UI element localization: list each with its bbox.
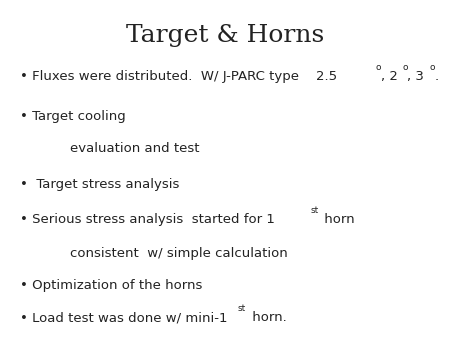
Text: .: . — [434, 70, 438, 82]
Text: st: st — [310, 206, 319, 215]
Text: horn: horn — [320, 213, 355, 226]
Text: evaluation and test: evaluation and test — [70, 142, 199, 155]
Text: , 3: , 3 — [408, 70, 424, 82]
Text: • Load test was done w/ mini-1: • Load test was done w/ mini-1 — [20, 311, 228, 324]
Text: , 2: , 2 — [381, 70, 398, 82]
Text: consistent  w/ simple calculation: consistent w/ simple calculation — [70, 247, 288, 260]
Text: • Fluxes were distributed.  W/ J-PARC type    2.5: • Fluxes were distributed. W/ J-PARC typ… — [20, 70, 338, 82]
Text: o: o — [403, 63, 408, 72]
Text: o: o — [429, 63, 435, 72]
Text: o: o — [376, 63, 381, 72]
Text: • Optimization of the horns: • Optimization of the horns — [20, 279, 202, 292]
Text: st: st — [238, 304, 246, 313]
Text: • Serious stress analysis  started for 1: • Serious stress analysis started for 1 — [20, 213, 275, 226]
Text: •  Target stress analysis: • Target stress analysis — [20, 178, 180, 191]
Text: Target & Horns: Target & Horns — [126, 24, 324, 47]
Text: • Target cooling: • Target cooling — [20, 110, 126, 123]
Text: horn.: horn. — [248, 311, 287, 324]
